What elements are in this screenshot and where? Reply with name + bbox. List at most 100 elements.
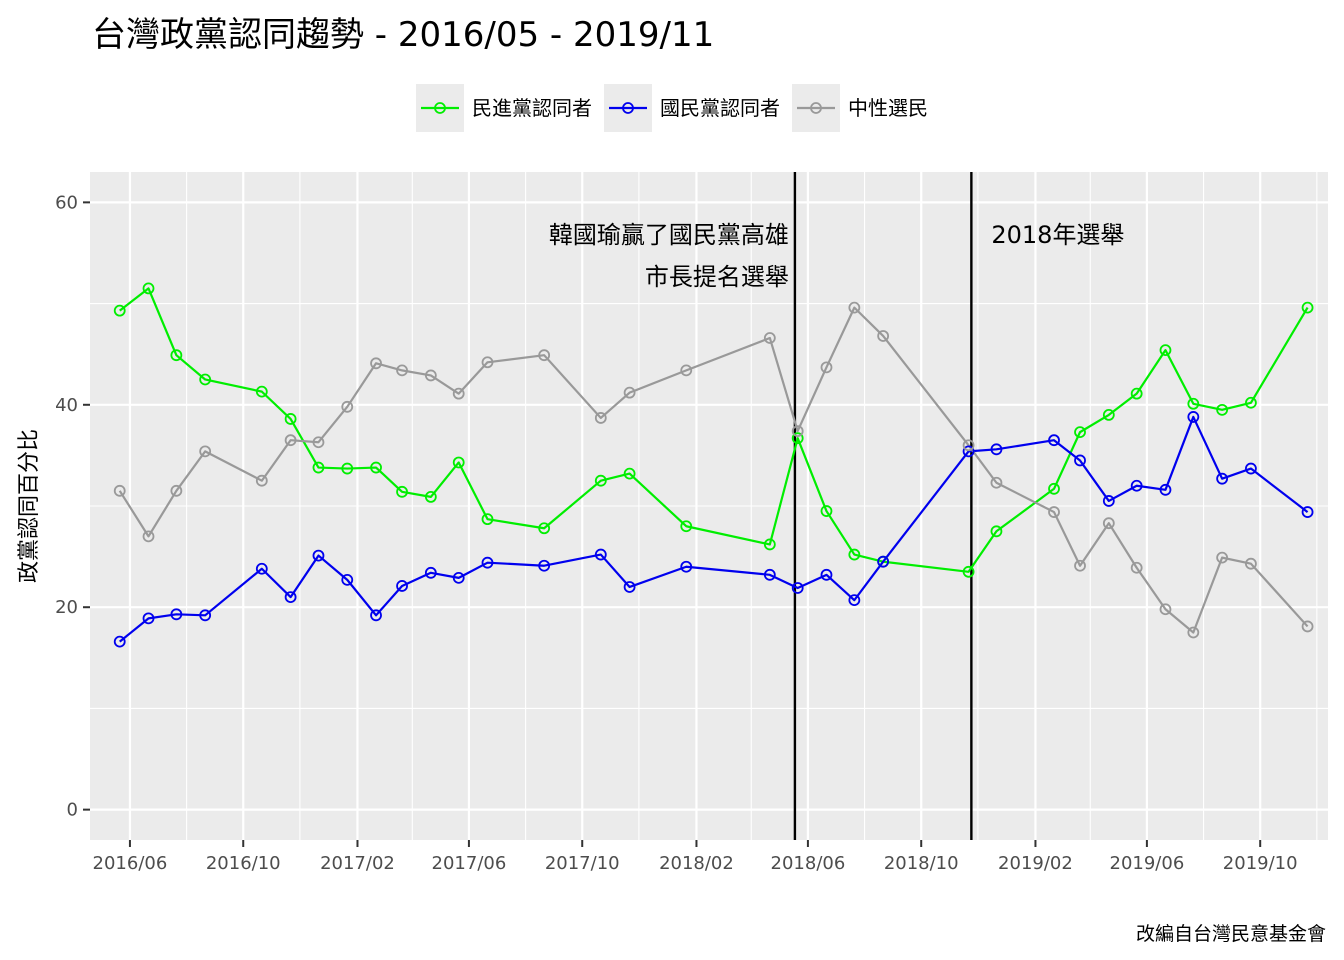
legend-key-point xyxy=(810,102,822,114)
data-point xyxy=(990,525,1003,538)
data-point xyxy=(1159,603,1172,616)
data-point xyxy=(594,548,607,561)
data-point xyxy=(255,385,268,398)
y-axis-label: 政黨認同百分比 xyxy=(17,429,42,583)
data-point xyxy=(594,412,607,424)
data-point xyxy=(962,439,975,452)
source-caption: 改編自台灣民意基金會 xyxy=(1136,923,1326,945)
data-point xyxy=(623,467,636,480)
data-point xyxy=(481,513,494,526)
data-point xyxy=(1048,506,1060,518)
x-tick-label: 2016/10 xyxy=(206,853,281,874)
x-tick-label: 2018/10 xyxy=(884,853,959,874)
data-point xyxy=(341,573,354,586)
data-point xyxy=(312,461,325,474)
data-point xyxy=(199,445,212,458)
data-point xyxy=(848,594,861,607)
series-lines xyxy=(118,287,1309,643)
data-point xyxy=(341,400,354,413)
x-tick-label: 2019/06 xyxy=(1110,853,1185,874)
data-point xyxy=(255,474,268,487)
series-line xyxy=(119,287,1309,573)
x-axis: 2016/06 2016/10 2017/02 2017/06 2017/10 2018/… xyxy=(93,840,1298,874)
data-point xyxy=(452,571,465,584)
data-point xyxy=(1159,483,1172,496)
data-point xyxy=(763,568,776,581)
data-point xyxy=(1102,495,1115,507)
data-point xyxy=(481,356,494,369)
data-point xyxy=(1245,462,1257,475)
data-point xyxy=(538,349,551,362)
data-point xyxy=(1130,561,1143,574)
x-tick-label: 2016/06 xyxy=(93,853,168,874)
data-point xyxy=(538,522,551,535)
data-point xyxy=(1301,506,1314,518)
data-point xyxy=(538,559,551,572)
x-tick-label: 2018/06 xyxy=(771,853,846,874)
data-point xyxy=(1216,551,1229,564)
data-point xyxy=(1130,387,1143,400)
data-point xyxy=(1301,620,1314,633)
data-point xyxy=(1159,344,1172,357)
data-point xyxy=(142,282,155,295)
data-point xyxy=(370,461,382,474)
y-tick-label: 40 xyxy=(55,395,78,416)
data-point xyxy=(113,304,126,317)
data-point xyxy=(481,556,494,569)
data-point xyxy=(962,565,975,578)
data-point xyxy=(199,609,212,622)
data-point xyxy=(791,582,804,594)
data-point xyxy=(424,490,437,503)
data-point xyxy=(424,566,437,579)
x-tick-label: 2017/02 xyxy=(320,853,395,874)
data-point xyxy=(1048,434,1060,447)
data-point xyxy=(877,330,890,342)
data-point xyxy=(877,555,890,568)
data-point xyxy=(170,349,183,362)
y-tick-label: 0 xyxy=(67,800,78,821)
data-point xyxy=(199,373,212,386)
legend-label: 中性選民 xyxy=(848,96,928,120)
legend-label: 國民黨認同者 xyxy=(660,96,780,120)
data-point xyxy=(1187,397,1200,410)
data-point xyxy=(452,456,465,469)
data-point xyxy=(848,548,861,561)
data-point xyxy=(452,387,465,400)
data-point xyxy=(680,560,693,573)
annotation-text: 韓國瑜贏了國民黨高雄 xyxy=(549,221,789,249)
data-point xyxy=(370,357,382,370)
data-point xyxy=(623,386,636,399)
data-point xyxy=(623,581,636,593)
data-point xyxy=(1301,301,1314,314)
data-point xyxy=(255,562,268,575)
data-point xyxy=(312,436,325,449)
x-tick-label: 2019/10 xyxy=(1223,853,1298,874)
data-point xyxy=(424,369,437,382)
y-tick-label: 60 xyxy=(55,192,78,213)
data-point xyxy=(142,530,155,543)
data-point xyxy=(1130,479,1143,492)
data-point xyxy=(396,364,408,377)
data-point xyxy=(763,332,776,344)
data-point xyxy=(594,474,607,487)
x-tick-label: 2017/06 xyxy=(432,853,507,874)
data-point xyxy=(396,580,408,592)
data-point xyxy=(170,484,183,497)
data-point xyxy=(1074,454,1086,467)
series-points xyxy=(113,282,1314,648)
data-point xyxy=(1074,426,1086,439)
data-point xyxy=(1216,403,1229,416)
data-point xyxy=(170,608,183,621)
data-point xyxy=(142,612,155,625)
data-point xyxy=(284,434,297,447)
data-point xyxy=(680,520,693,533)
data-point xyxy=(284,413,297,425)
legend-key-point xyxy=(622,102,634,114)
data-point xyxy=(820,361,833,374)
chart-title: 台灣政黨認同趨勢 - 2016/05 - 2019/11 xyxy=(92,15,714,55)
data-point xyxy=(1074,559,1086,572)
data-point xyxy=(113,635,126,648)
x-tick-label: 2019/02 xyxy=(998,853,1073,874)
data-point xyxy=(113,484,126,497)
